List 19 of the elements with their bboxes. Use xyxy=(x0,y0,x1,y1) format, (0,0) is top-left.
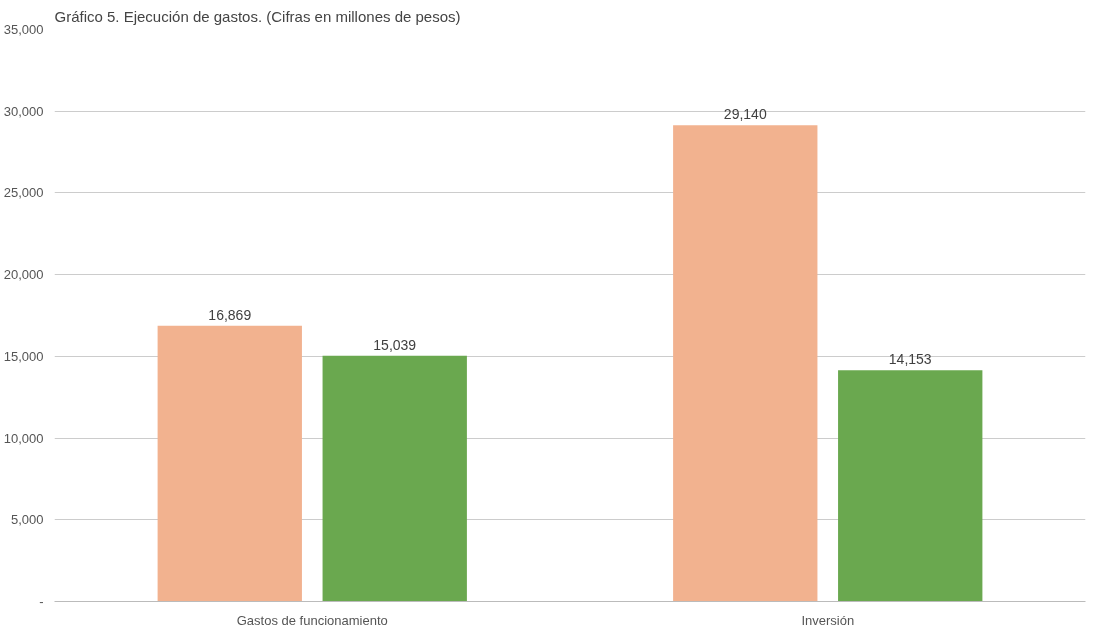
chart-title: Gráfico 5. Ejecución de gastos. (Cifras en millones de pesos) xyxy=(54,7,461,25)
x-tick-label: Inversión xyxy=(801,612,855,628)
bar xyxy=(157,325,302,602)
y-tick-label: 25,000 xyxy=(3,185,44,201)
bar xyxy=(838,370,983,602)
y-tick-label: 35,000 xyxy=(3,22,44,37)
y-tick-label: 20,000 xyxy=(3,267,44,283)
x-tick-label: Gastos de funcionamiento xyxy=(236,612,388,628)
bar xyxy=(322,355,467,602)
data-label: 14,153 xyxy=(888,351,932,368)
y-tick-label: - xyxy=(39,594,44,609)
y-tick-label: 5,000 xyxy=(10,512,44,528)
data-label: 29,140 xyxy=(723,106,767,123)
bar xyxy=(673,125,818,602)
y-tick-label: 15,000 xyxy=(3,348,44,364)
y-tick-label: 10,000 xyxy=(3,430,44,446)
data-label: 16,869 xyxy=(208,306,252,323)
y-tick-label: 30,000 xyxy=(3,103,44,119)
data-label: 15,039 xyxy=(373,336,417,353)
